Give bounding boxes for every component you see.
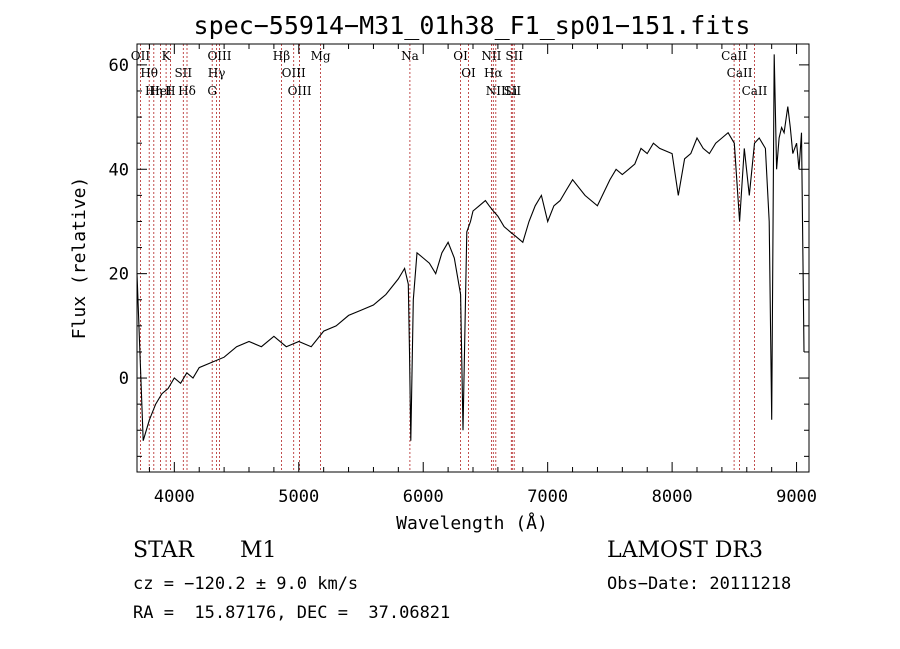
observation-date: Obs−Date: 20111218 — [607, 574, 792, 594]
y-tick-label-0: 0 — [119, 369, 129, 389]
line-label-23: Li — [505, 84, 517, 98]
chart-title: spec−55914−M31_01h38_F1_sp01−151.fits — [194, 11, 751, 40]
redshift-cz: cz = −120.2 ± 9.0 km/s — [133, 574, 359, 594]
y-tick-label-1: 20 — [109, 265, 129, 285]
line-label-18: NII — [481, 49, 501, 63]
line-label-22: SII — [505, 49, 523, 63]
y-axis: 0 20 40 60 — [109, 56, 809, 457]
x-tick-label-0: 4000 — [154, 487, 195, 507]
x-tick-label-5: 9000 — [776, 487, 817, 507]
spectrum-series — [136, 54, 805, 441]
line-label-21: SII — [503, 84, 521, 98]
ra-dec: RA = 15.87176, DEC = 37.06821 — [133, 603, 451, 623]
line-label-26: CaII — [742, 84, 768, 98]
line-label-4: H — [165, 84, 175, 98]
plot-frame — [136, 43, 810, 473]
x-axis-label: Wavelength (Å) — [396, 512, 548, 534]
line-label-6: SII — [174, 66, 192, 80]
x-axis: 4000 5000 6000 7000 8000 9000 — [148, 44, 817, 507]
y-tick-label-3: 60 — [109, 56, 129, 76]
object-subclass: M1 — [240, 538, 277, 563]
line-label-16: OI — [453, 49, 468, 63]
line-label-5: HeI — [149, 84, 172, 98]
line-label-13: OIII — [288, 84, 312, 98]
object-class: STAR — [133, 538, 194, 563]
y-axis-label: Flux (relative) — [69, 177, 90, 340]
line-label-15: Na — [401, 49, 419, 63]
emission-line-markers — [139, 44, 755, 472]
y-tick-label-2: 40 — [109, 160, 129, 180]
x-tick-label-3: 7000 — [527, 487, 568, 507]
line-label-2: Hη — [145, 84, 163, 98]
x-tick-label-2: 6000 — [403, 487, 444, 507]
x-tick-label-4: 8000 — [652, 487, 693, 507]
line-label-20: NII — [486, 84, 506, 98]
line-label-19: Hα — [484, 66, 503, 80]
survey-name: LAMOST DR3 — [607, 538, 763, 563]
line-label-11: Hβ — [273, 49, 290, 63]
line-label-10: G — [207, 84, 217, 98]
line-label-12: OIII — [282, 66, 306, 80]
line-label-7: Hδ — [178, 84, 196, 98]
line-label-3: K — [162, 49, 172, 63]
x-tick-label-1: 5000 — [278, 487, 319, 507]
line-label-0: OII — [131, 49, 151, 63]
line-label-14: Mg — [311, 49, 331, 63]
line-label-8: OIII — [207, 49, 231, 63]
line-label-9: Hγ — [208, 66, 226, 80]
line-label-17: OI — [461, 66, 476, 80]
line-label-25: CaII — [727, 66, 753, 80]
line-label-24: CaII — [721, 49, 747, 63]
line-label-1: Hθ — [140, 66, 158, 80]
